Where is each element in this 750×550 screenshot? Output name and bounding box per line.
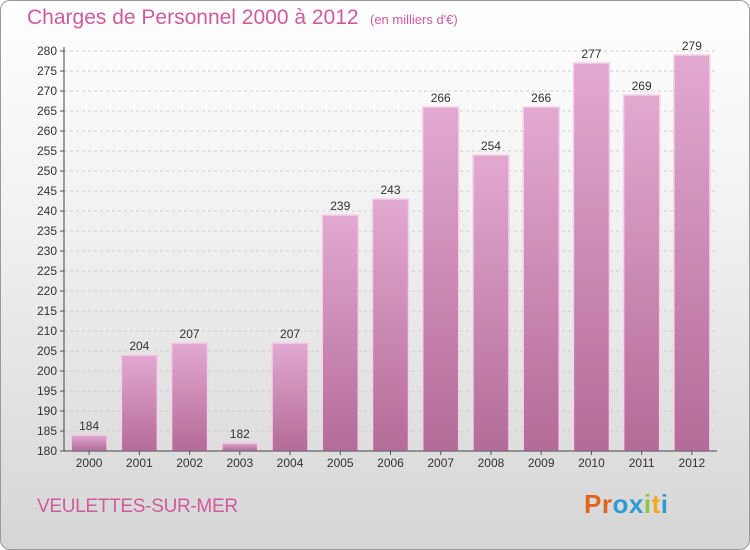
y-tick-label: 200	[37, 364, 57, 378]
y-tick-label: 190	[37, 404, 57, 418]
data-label: 277	[581, 47, 601, 61]
chart-title: Charges de Personnel 2000 à 2012	[27, 6, 359, 29]
bar	[70, 434, 108, 452]
data-label: 279	[682, 39, 702, 53]
commune-name: VEULETTES-SUR-MER	[37, 496, 238, 517]
bar	[120, 354, 159, 452]
x-tick-label: 2011	[629, 456, 655, 470]
y-tick-label: 225	[37, 264, 57, 278]
y-tick-label: 205	[37, 344, 57, 358]
y-tick-label: 195	[37, 384, 57, 398]
y-tick-label: 280	[37, 44, 57, 58]
data-label: 207	[280, 327, 300, 341]
axes	[63, 47, 717, 452]
chart-subtitle: (en milliers d'€)	[370, 12, 458, 27]
data-labels: 184 204 207 182 207 239 243 266 254 266 277 269 279	[79, 39, 702, 441]
data-label: 266	[431, 91, 451, 105]
y-tick-label: 185	[37, 424, 57, 438]
y-tick-label: 245	[37, 184, 57, 198]
data-label: 243	[380, 183, 400, 197]
x-tick-label: 2003	[226, 456, 253, 470]
x-tick-label: 2006	[377, 456, 404, 470]
bar	[170, 342, 209, 452]
y-tick-label: 270	[37, 84, 57, 98]
data-label: 184	[79, 419, 99, 433]
data-label: 207	[180, 327, 200, 341]
y-tick-label: 215	[37, 304, 57, 318]
x-tick-label: 2009	[528, 456, 555, 470]
logo-letter: r	[601, 489, 613, 519]
y-tick-label: 250	[37, 164, 57, 178]
x-tick-label: 2002	[176, 456, 203, 470]
logo-letter: i	[643, 489, 652, 519]
bar	[371, 198, 410, 452]
x-tick-label: 2005	[327, 456, 354, 470]
y-tick-label: 255	[37, 144, 57, 158]
bars	[70, 54, 711, 452]
logo-letter: P	[584, 489, 602, 519]
bar	[622, 94, 661, 452]
data-label: 182	[230, 427, 250, 441]
data-label: 204	[129, 339, 149, 353]
x-tick-label: 2004	[277, 456, 304, 470]
data-label: 239	[330, 199, 350, 213]
bar	[572, 62, 611, 452]
x-tick-label: 2000	[76, 456, 103, 470]
y-tick-label: 265	[37, 104, 57, 118]
data-label: 254	[481, 139, 501, 153]
y-tick-label: 240	[37, 204, 57, 218]
logo-letter: o	[612, 489, 629, 519]
y-tick-label: 275	[37, 64, 57, 78]
y-axis-ticks: 180 185 190 195 200 205 210 215 220 225 230 235 240 2…	[37, 44, 64, 458]
y-tick-label: 260	[37, 124, 57, 138]
y-tick-label: 210	[37, 324, 57, 338]
bar	[221, 442, 259, 452]
bar	[271, 342, 309, 452]
y-tick-label: 235	[37, 224, 57, 238]
y-tick-label: 230	[37, 244, 57, 258]
logo-letter: t	[651, 489, 661, 519]
logo-letter: i	[660, 489, 669, 519]
x-tick-label: 2001	[126, 456, 153, 470]
bar	[421, 106, 460, 452]
x-tick-label: 2010	[578, 456, 605, 470]
data-label: 266	[531, 91, 551, 105]
bar	[522, 106, 560, 452]
y-tick-label: 220	[37, 284, 57, 298]
logo-letter: x	[628, 489, 644, 519]
x-tick-label: 2012	[679, 456, 706, 470]
x-tick-label: 2007	[427, 456, 454, 470]
y-tick-label: 180	[37, 444, 57, 458]
bar	[321, 214, 360, 452]
data-label: 269	[632, 79, 652, 93]
proxiti-logo: Proxiti	[584, 489, 668, 520]
bar	[673, 54, 711, 452]
x-tick-label: 2008	[478, 456, 505, 470]
x-axis-ticks: 2000 2001 2002 2003 2004 2005 2006 2007 2008 2009…	[76, 451, 706, 470]
bar	[472, 154, 510, 452]
